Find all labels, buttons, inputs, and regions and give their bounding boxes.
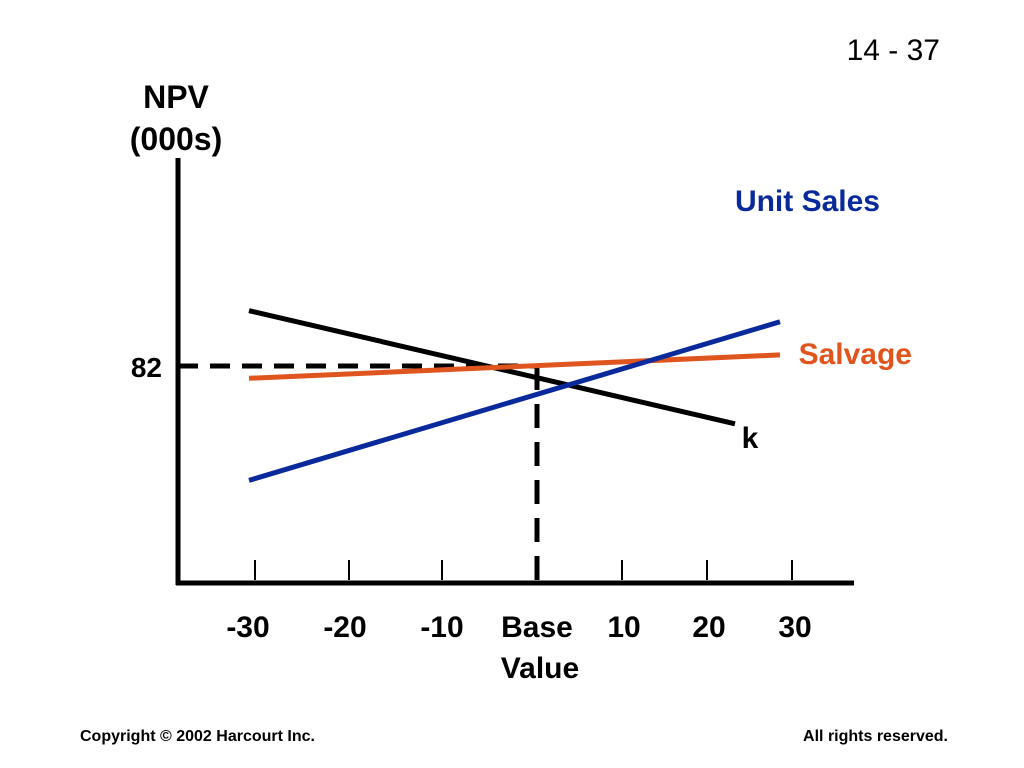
- series-line-salvage: [248, 352, 781, 381]
- series-line-unit-sales: [248, 319, 781, 483]
- footer-copyright: Copyright © 2002 Harcourt Inc.: [80, 728, 315, 745]
- series-label-k: k: [742, 422, 759, 455]
- x-tick-label: -30: [226, 611, 269, 644]
- x-tick-label: 30: [778, 611, 811, 644]
- y-axis-label-line2: (000s): [130, 121, 223, 157]
- series-label-unit-sales: Unit Sales: [735, 185, 880, 218]
- page-number: 14 - 37: [847, 34, 940, 67]
- series-label-salvage: Salvage: [799, 338, 912, 371]
- reference-y-label: 82: [131, 352, 162, 383]
- x-tick-label: Base: [501, 611, 573, 644]
- reference-lines: [178, 363, 540, 583]
- x-tick-label: -20: [323, 611, 366, 644]
- x-tick-label: -10: [420, 611, 463, 644]
- footer-rights: All rights reserved.: [803, 728, 948, 745]
- x-tick-label: 20: [692, 611, 725, 644]
- x-tick-label: 10: [607, 611, 640, 644]
- series-lines: [248, 308, 781, 483]
- y-axis-label-line1: NPV: [143, 79, 209, 115]
- x-axis-ticks: [254, 560, 793, 580]
- base-value-label: Value: [501, 652, 579, 685]
- x-tick-labels: -30 -20 -10 Base 10 20 30: [226, 611, 811, 644]
